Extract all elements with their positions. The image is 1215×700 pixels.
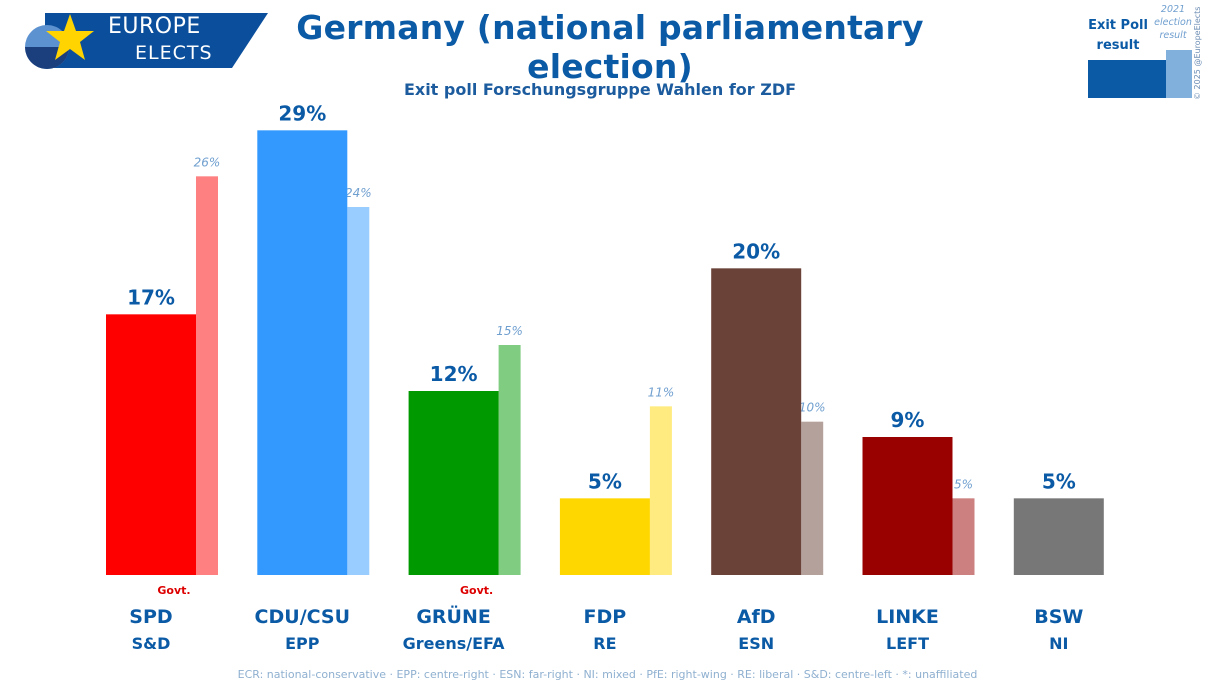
party-label-6: BSW [1034, 606, 1083, 628]
bar-2021-0 [196, 176, 218, 576]
bar-2021-label-0: 26% [194, 155, 221, 169]
bar-exit-poll-1 [257, 130, 348, 576]
bar-2021-label-2: 15% [496, 324, 523, 338]
bar-exit-poll-label-3: 5% [588, 469, 622, 493]
page-subtitle: Exit poll Forschungsgruppe Wahlen for ZD… [403, 80, 797, 99]
bar-2021-label-4: 10% [799, 401, 826, 415]
legend-label-exit-poll: Exit Poll result [1088, 18, 1148, 53]
europe-elects-logo: EUROPE ELECTS [0, 0, 270, 70]
party-label-2: GRÜNE [416, 604, 491, 628]
bar-2021-2 [498, 345, 521, 575]
bar-2021-5 [952, 498, 975, 575]
legend-label-2021: 2021 election result [1154, 4, 1192, 41]
bar-exit-poll-label-2: 12% [430, 362, 478, 386]
group-label-3: RE [593, 634, 616, 653]
bar-exit-poll-label-6: 5% [1042, 469, 1076, 493]
group-label-5: LEFT [886, 634, 929, 653]
bar-2021-1 [347, 207, 370, 575]
party-label-1: CDU/CSU [255, 606, 351, 628]
govt-annotation-0: Govt. [157, 584, 190, 597]
bar-exit-poll-5 [862, 437, 953, 575]
party-label-3: FDP [584, 606, 627, 628]
bar-exit-poll-4 [711, 268, 802, 575]
bar-exit-poll-0 [106, 314, 196, 575]
govt-annotation-2: Govt. [460, 584, 493, 597]
bar-exit-poll-label-4: 20% [732, 239, 780, 263]
party-label-0: SPD [129, 606, 172, 628]
bar-exit-poll-label-5: 9% [891, 408, 925, 432]
logo-text-top: EUROPE [108, 14, 201, 39]
group-label-2: Greens/EFA [403, 634, 506, 653]
bar-2021-label-3: 11% [648, 385, 675, 399]
logo-graphic [25, 13, 268, 69]
group-label-1: EPP [285, 634, 320, 653]
logo-star-icon [46, 14, 94, 60]
group-label-4: ESN [738, 634, 774, 653]
bar-exit-poll-2 [408, 391, 499, 575]
bar-exit-poll-3 [559, 498, 650, 575]
bar-2021-3 [649, 406, 672, 575]
group-label-0: S&D [132, 634, 171, 653]
logo-text-bottom: ELECTS [135, 42, 213, 64]
party-label-4: AfD [737, 606, 776, 628]
group-label-6: NI [1049, 634, 1068, 653]
logo-banner [45, 13, 268, 68]
bar-exit-poll-label-1: 29% [278, 101, 326, 125]
page-title: Germany (national parliamentary election… [296, 8, 924, 86]
legend-swatch-exit-poll [1088, 60, 1166, 98]
bar-2021-label-5: 5% [954, 477, 973, 491]
footer-legend: ECR: national-conservative · EPP: centre… [237, 668, 978, 681]
bar-exit-poll-label-0: 17% [127, 285, 175, 309]
bar-exit-poll-6 [1013, 498, 1104, 575]
bar-2021-label-1: 24% [345, 186, 372, 200]
bar-2021-4 [801, 421, 824, 575]
party-label-5: LINKE [876, 606, 939, 628]
legend-swatch-2021 [1166, 50, 1192, 98]
